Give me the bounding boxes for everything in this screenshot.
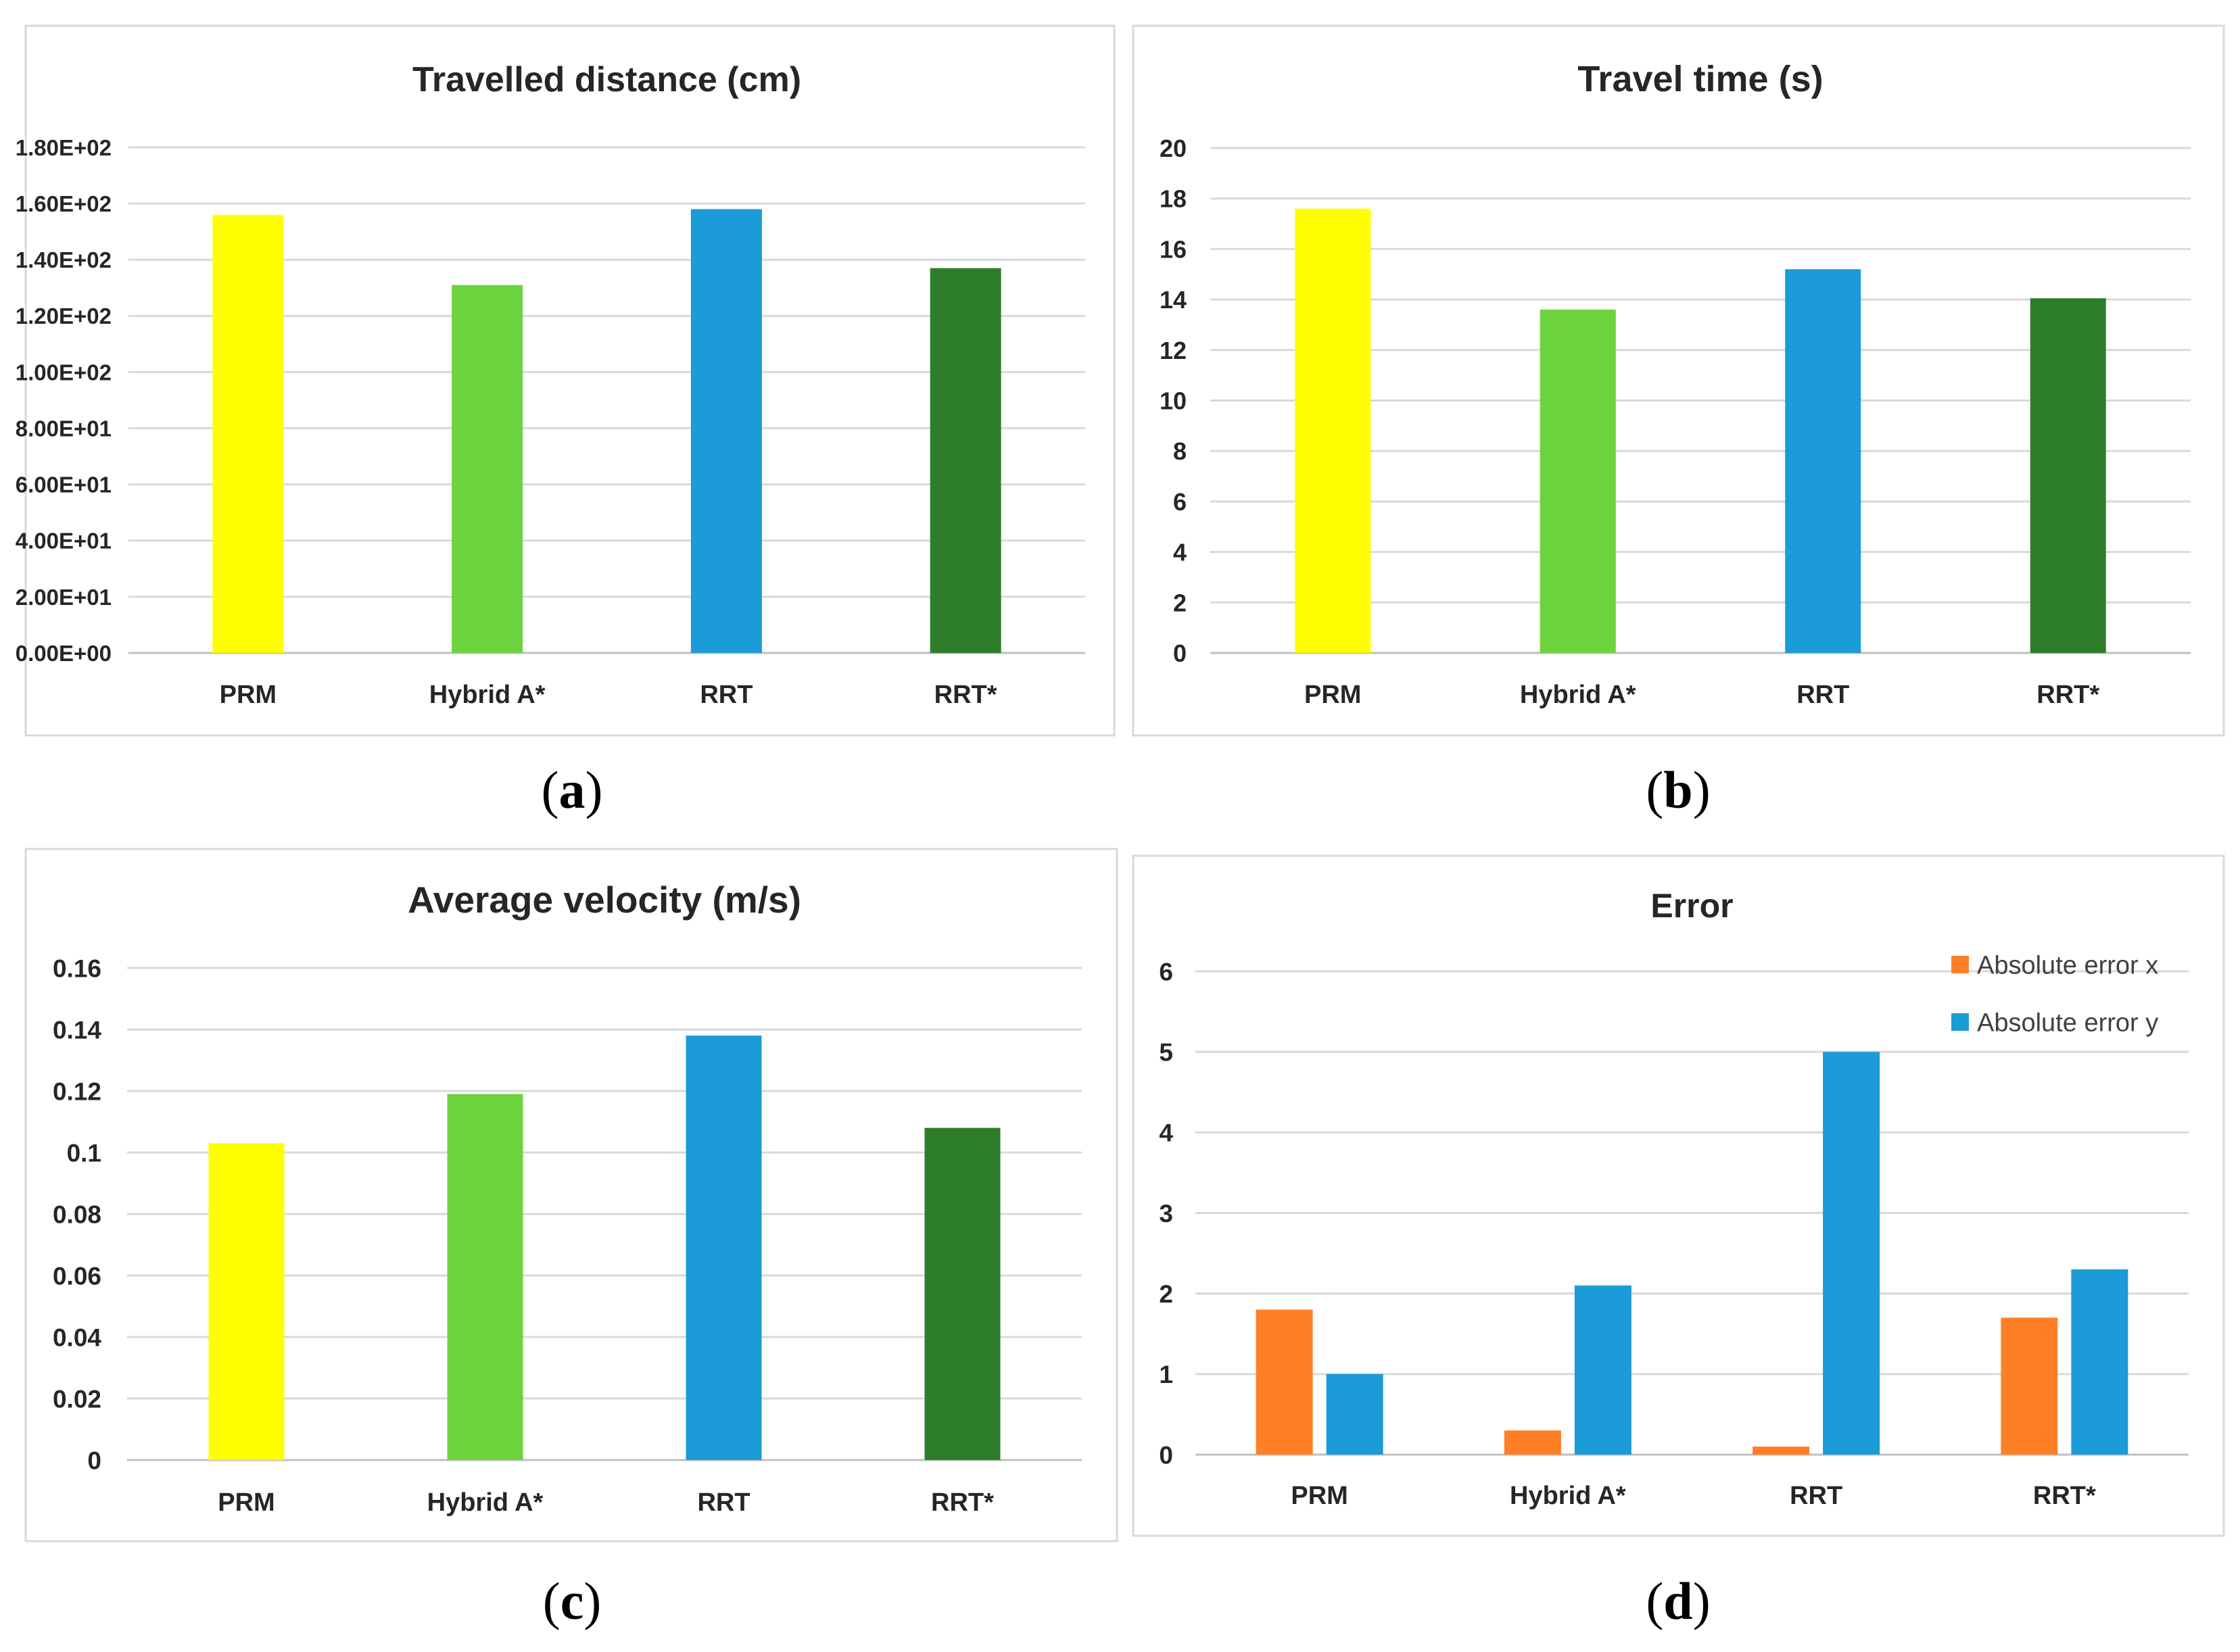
legend-label: Absolute error y	[1977, 1009, 2158, 1037]
bar-absolute-error-x	[1753, 1447, 1810, 1455]
caption-b: (b)	[1646, 760, 1710, 819]
y-tick-label: 2	[1159, 1280, 1173, 1308]
bar	[930, 268, 1001, 653]
x-category-label: RRT	[700, 681, 753, 709]
x-category-label: Hybrid A*	[1510, 1482, 1626, 1510]
y-tick-label: 20	[1160, 135, 1187, 162]
y-tick-label: 0	[87, 1447, 101, 1474]
bar	[1540, 310, 1616, 653]
bar-absolute-error-x	[2001, 1317, 2058, 1455]
y-tick-label: 0.00E+00	[16, 641, 112, 666]
y-tick-label: 0.04	[53, 1323, 101, 1351]
bar	[924, 1127, 1001, 1460]
y-tick-label: 8	[1173, 437, 1187, 465]
x-category-label: PRM	[220, 681, 277, 709]
bar-absolute-error-y	[2071, 1269, 2128, 1455]
x-category-label: RRT	[1796, 681, 1849, 709]
x-category-label: Hybrid A*	[1520, 681, 1636, 709]
x-category-label: PRM	[1304, 681, 1361, 709]
legend-swatch	[1951, 956, 1969, 973]
y-tick-label: 4	[1159, 1119, 1173, 1147]
y-tick-label: 0	[1159, 1441, 1173, 1469]
chart-b: Travel time (s) 0 2 4 6 8 10 12 14 16 18 20 PRM Hybri…	[1132, 24, 2225, 737]
chart-d: Error 0 1 2 3 4 5 6 PRM Hybrid A* RRT RRT* Absolute …	[1132, 854, 2225, 1537]
bar-absolute-error-y	[1326, 1374, 1383, 1455]
y-tick-label: 4.00E+01	[16, 529, 112, 554]
chart-title: Error	[1650, 887, 1733, 925]
x-category-label: RRT*	[931, 1488, 994, 1517]
y-tick-label: 0	[1173, 639, 1187, 667]
y-tick-label: 18	[1160, 185, 1187, 213]
bar-absolute-error-y	[1823, 1052, 1880, 1455]
y-tick-label: 0.06	[53, 1262, 101, 1290]
bar	[447, 1094, 523, 1460]
x-category-label: Hybrid A*	[429, 681, 546, 709]
bar-absolute-error-x	[1256, 1309, 1313, 1455]
legend-swatch	[1951, 1013, 1969, 1031]
bar	[1295, 208, 1371, 653]
bar-absolute-error-y	[1574, 1285, 1631, 1455]
y-tick-label: 0.14	[53, 1016, 101, 1044]
bar	[452, 285, 523, 654]
y-tick-label: 1	[1159, 1361, 1173, 1388]
y-tick-label: 0.16	[53, 954, 101, 982]
y-tick-label: 1.80E+02	[16, 135, 112, 160]
x-category-label: RRT*	[2036, 681, 2099, 709]
y-tick-label: 1.20E+02	[16, 303, 112, 329]
y-tick-label: 3	[1159, 1200, 1173, 1228]
y-tick-label: 1.00E+02	[16, 360, 112, 385]
bar-absolute-error-x	[1504, 1430, 1561, 1455]
y-tick-label: 6	[1159, 958, 1173, 986]
chart-title: Travel time (s)	[1577, 59, 1823, 99]
y-tick-label: 1.40E+02	[16, 247, 112, 272]
x-category-label: PRM	[1291, 1482, 1348, 1510]
y-tick-label: 0.1	[67, 1139, 101, 1167]
x-category-label: RRT	[1790, 1482, 1842, 1510]
chart-c: Average velocity (m/s) 0 0.02 0.04 0.06 0.08 0…	[24, 848, 1118, 1542]
bar	[208, 1143, 285, 1460]
y-tick-label: 1.60E+02	[16, 191, 112, 216]
caption-a: (a)	[542, 760, 603, 819]
y-tick-label: 16	[1160, 235, 1187, 263]
y-tick-label: 14	[1160, 286, 1187, 314]
y-tick-label: 6.00E+01	[16, 472, 112, 497]
chart-a: Travelled distance (cm) 0.00E+00 2.00E+01 4…	[16, 24, 1116, 737]
x-category-label: RRT*	[2033, 1482, 2096, 1510]
bar	[690, 209, 762, 653]
y-tick-label: 10	[1160, 387, 1187, 414]
bar	[686, 1036, 762, 1460]
bar	[212, 214, 284, 653]
bar	[2030, 298, 2106, 653]
legend-label: Absolute error x	[1977, 951, 2158, 979]
y-tick-label: 8.00E+01	[16, 416, 112, 441]
x-category-label: RRT*	[934, 681, 997, 709]
caption-d: (d)	[1646, 1572, 1710, 1630]
y-tick-label: 0.12	[53, 1077, 101, 1105]
caption-c: (c)	[543, 1572, 602, 1630]
y-tick-label: 2	[1173, 589, 1187, 616]
chart-title: Travelled distance (cm)	[412, 60, 801, 99]
y-tick-label: 6	[1173, 488, 1187, 516]
x-category-label: PRM	[218, 1488, 275, 1517]
y-tick-label: 5	[1159, 1038, 1173, 1066]
x-category-label: Hybrid A*	[427, 1488, 544, 1517]
chart-title: Average velocity (m/s)	[408, 879, 801, 921]
bar	[1785, 269, 1861, 653]
y-tick-label: 0.02	[53, 1385, 101, 1413]
y-tick-label: 12	[1160, 337, 1187, 364]
y-tick-label: 0.08	[53, 1200, 101, 1228]
y-tick-label: 4	[1173, 539, 1187, 566]
legend: Absolute error x Absolute error y	[1951, 951, 2158, 1037]
x-category-label: RRT	[697, 1488, 750, 1517]
y-tick-label: 2.00E+01	[16, 585, 112, 610]
